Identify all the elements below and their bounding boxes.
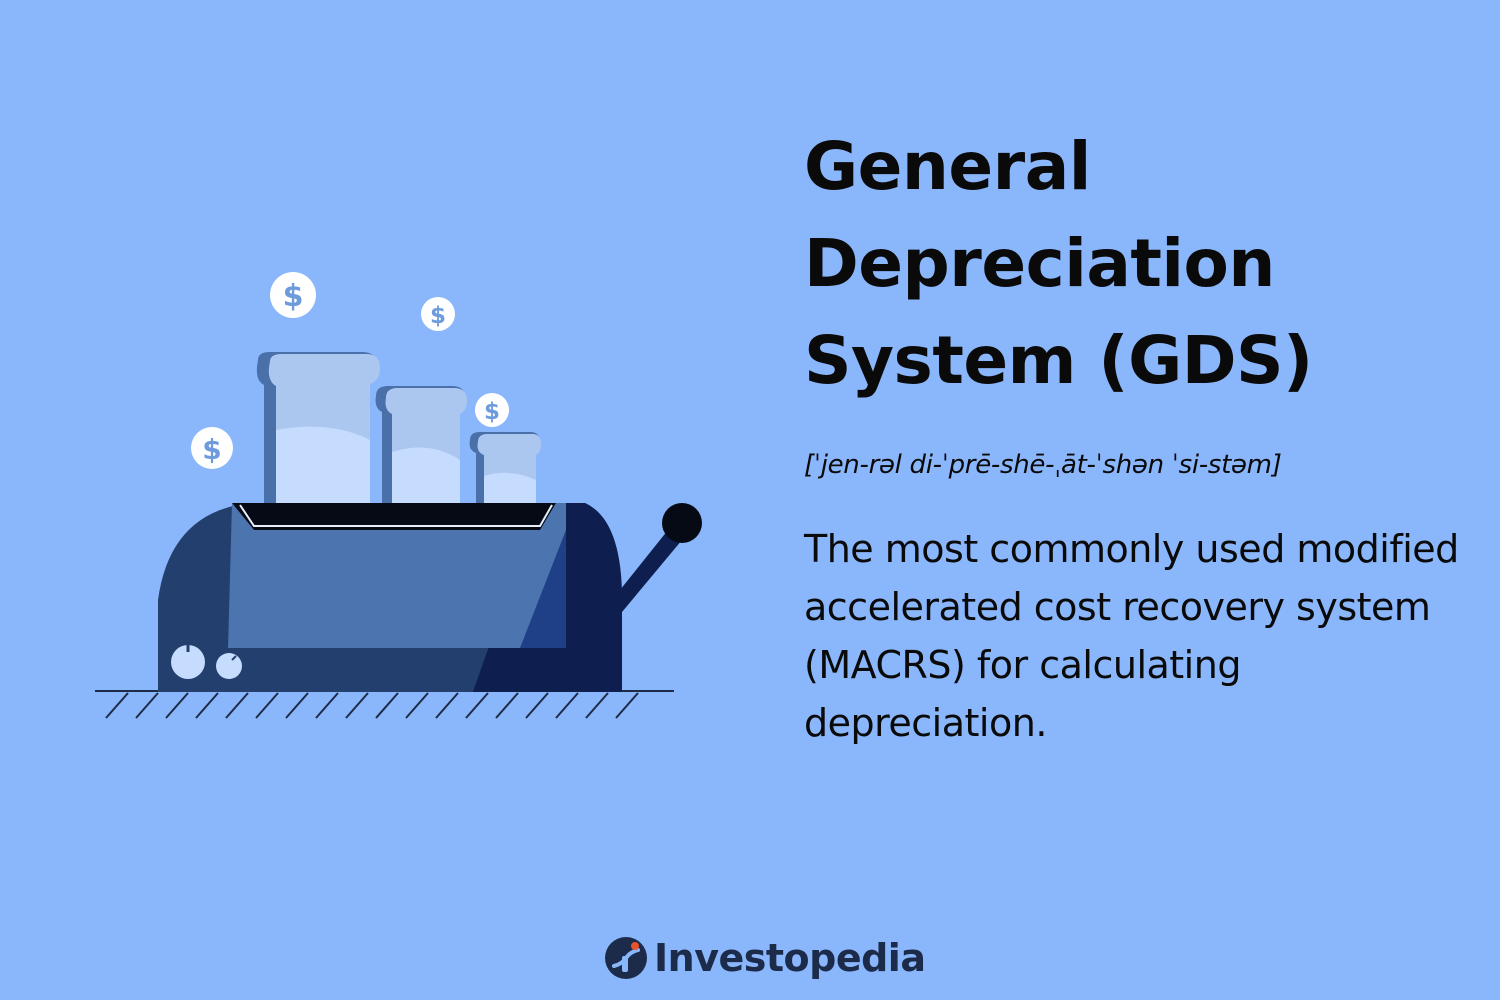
toaster-lever — [612, 503, 702, 612]
pronunciation: [ˈjen-rəl di-ˈprē-shē-ˌāt-ˈshən ˈsi-stəm… — [804, 450, 1282, 480]
toast-slice-small — [469, 432, 541, 520]
floor-line — [95, 690, 674, 719]
coin-symbol: $ — [430, 303, 446, 329]
dollar-coin-icon: $ — [475, 393, 509, 427]
toast-slice-large — [256, 352, 380, 520]
toaster-illustration: $ $ $ $ — [95, 272, 702, 719]
coin-symbol: $ — [484, 399, 500, 425]
toast-slice-medium — [375, 386, 467, 520]
toaster-knob-large — [171, 645, 205, 679]
brand-name: Investopedia — [654, 936, 926, 980]
dollar-coin-icon: $ — [191, 427, 233, 469]
definition-card: General Depreciation System (GDS) [ˈjen-… — [804, 118, 1464, 752]
coin-symbol: $ — [283, 279, 304, 314]
dollar-coin-icon: $ — [270, 272, 316, 318]
investopedia-logo-icon — [605, 937, 647, 979]
toaster-body — [158, 503, 622, 692]
brand-logo: Investopedia — [604, 932, 926, 984]
definition-text: The most commonly used modified accelera… — [804, 527, 1459, 745]
toaster-knob-small — [216, 653, 242, 679]
dollar-coin-icon: $ — [421, 297, 455, 331]
coin-symbol: $ — [202, 433, 221, 466]
page-title: General Depreciation System (GDS) — [804, 128, 1313, 399]
